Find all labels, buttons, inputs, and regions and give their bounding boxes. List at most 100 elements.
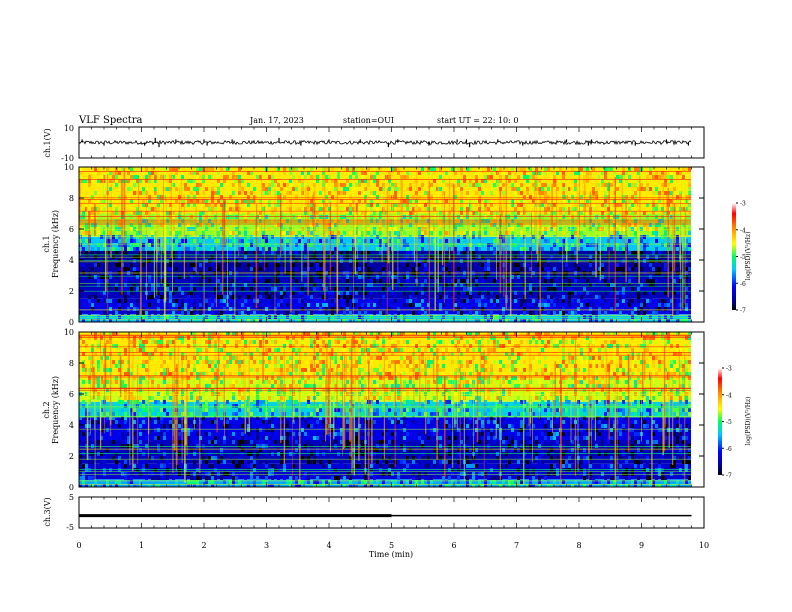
spectrogram-cell — [250, 239, 253, 243]
spectrogram-cell — [232, 207, 235, 211]
spectrogram-cell — [517, 167, 520, 171]
spectrogram-cell — [244, 191, 247, 195]
spectrogram-cell — [478, 376, 481, 380]
spectrogram-cell — [196, 287, 199, 291]
spectrogram-cell — [418, 299, 421, 303]
spectrogram-cell — [271, 340, 274, 344]
spectrogram-cell — [562, 215, 565, 219]
spectrogram-cell — [625, 191, 628, 195]
spectrogram-cell — [265, 291, 268, 295]
spectrogram-cell — [550, 227, 553, 231]
frequency-tick-label: 4 — [69, 256, 74, 265]
spectrogram-cell — [100, 279, 103, 283]
spectrogram-cell — [478, 303, 481, 307]
spectrogram-cell — [286, 340, 289, 344]
spectrogram-cell — [139, 376, 142, 380]
spectrogram-cell — [646, 223, 649, 227]
spectrogram-cell — [217, 199, 220, 203]
spectrogram-cell — [88, 275, 91, 279]
spectrogram-cell — [241, 368, 244, 372]
spectrogram-cell — [301, 352, 304, 356]
spectrogram-cell — [484, 203, 487, 207]
spectrogram-cell — [373, 191, 376, 195]
spectrogram-cell — [397, 239, 400, 243]
spectrogram-cell — [637, 336, 640, 340]
spectrogram-cell — [379, 348, 382, 352]
spectrogram-cell — [346, 291, 349, 295]
spectrogram-cell — [436, 183, 439, 187]
spectrogram-cell — [322, 344, 325, 348]
spectrogram-cell — [469, 167, 472, 171]
spectrogram-cell — [379, 356, 382, 360]
spectrogram-cell — [511, 364, 514, 368]
spectrogram-cell — [553, 311, 556, 315]
spectrogram-cell — [247, 235, 250, 239]
spectrogram-cell — [280, 376, 283, 380]
spectrogram-cell — [550, 311, 553, 315]
spectrogram-cell — [571, 336, 574, 340]
spectrogram-cell — [430, 231, 433, 235]
spectrogram-cell — [442, 332, 445, 336]
spectrogram-cell — [436, 287, 439, 291]
spectrogram-cell — [493, 183, 496, 187]
spectrogram-cell — [361, 315, 364, 319]
spectrogram-cell — [214, 315, 217, 319]
spectrogram-cell — [85, 191, 88, 195]
spectrogram-cell — [283, 311, 286, 315]
spectrogram-cell — [259, 356, 262, 360]
spectrogram-cell — [223, 287, 226, 291]
spectrogram-cell — [331, 195, 334, 199]
spectrogram-cell — [238, 191, 241, 195]
spectrogram-cell — [655, 307, 658, 311]
spectrogram-cell — [259, 263, 262, 267]
spectrogram-cell — [661, 340, 664, 344]
spectrogram-cell — [325, 307, 328, 311]
spectrogram-cell — [322, 332, 325, 336]
spectrogram-cell — [250, 191, 253, 195]
spectrogram-cell — [415, 376, 418, 380]
spectrogram-cell — [613, 171, 616, 175]
spectrogram-cell — [466, 195, 469, 199]
spectrogram-cell — [289, 368, 292, 372]
spectrogram-cell — [310, 311, 313, 315]
spectrogram-cell — [490, 215, 493, 219]
spectrogram-cell — [112, 376, 115, 380]
spectrogram-cell — [532, 311, 535, 315]
spectrogram-cell — [148, 251, 151, 255]
ch1-waveform-trace — [78, 137, 692, 148]
spectrogram-cell — [325, 287, 328, 291]
spectrogram-cell — [262, 223, 265, 227]
spectrogram-cell — [523, 247, 526, 251]
spectrogram-cell — [364, 311, 367, 315]
spectrogram-cell — [373, 336, 376, 340]
spectrogram-cell — [457, 319, 460, 322]
spectrogram-cell — [340, 187, 343, 191]
spectrogram-cell — [247, 307, 250, 311]
spectrogram-cell — [607, 215, 610, 219]
spectrogram-cell — [301, 344, 304, 348]
spectrogram-cell — [280, 223, 283, 227]
spectrogram-cell — [535, 332, 538, 336]
spectrogram-cell — [685, 215, 688, 219]
spectrogram-cell — [568, 311, 571, 315]
spectrogram-cell — [571, 235, 574, 239]
spectrogram-cell — [484, 263, 487, 267]
spectrogram-cell — [547, 187, 550, 191]
spectrogram-cell — [310, 295, 313, 299]
spectrogram-cell — [670, 275, 673, 279]
spectrogram-cell — [517, 191, 520, 195]
spectrogram-cell — [556, 275, 559, 279]
spectrogram-cell — [640, 303, 643, 307]
spectrogram-cell — [442, 191, 445, 195]
spectrogram-cell — [124, 235, 127, 239]
spectrogram-cell — [337, 287, 340, 291]
spectrogram-cell — [667, 175, 670, 179]
spectrogram-cell — [580, 211, 583, 215]
spectrogram-cell — [373, 303, 376, 307]
spectrogram-cell — [328, 191, 331, 195]
spectrogram-cell — [652, 239, 655, 243]
spectrogram-cell — [208, 336, 211, 340]
spectrogram-cell — [631, 223, 634, 227]
spectrogram-cell — [301, 219, 304, 223]
spectrogram-cell — [289, 372, 292, 376]
